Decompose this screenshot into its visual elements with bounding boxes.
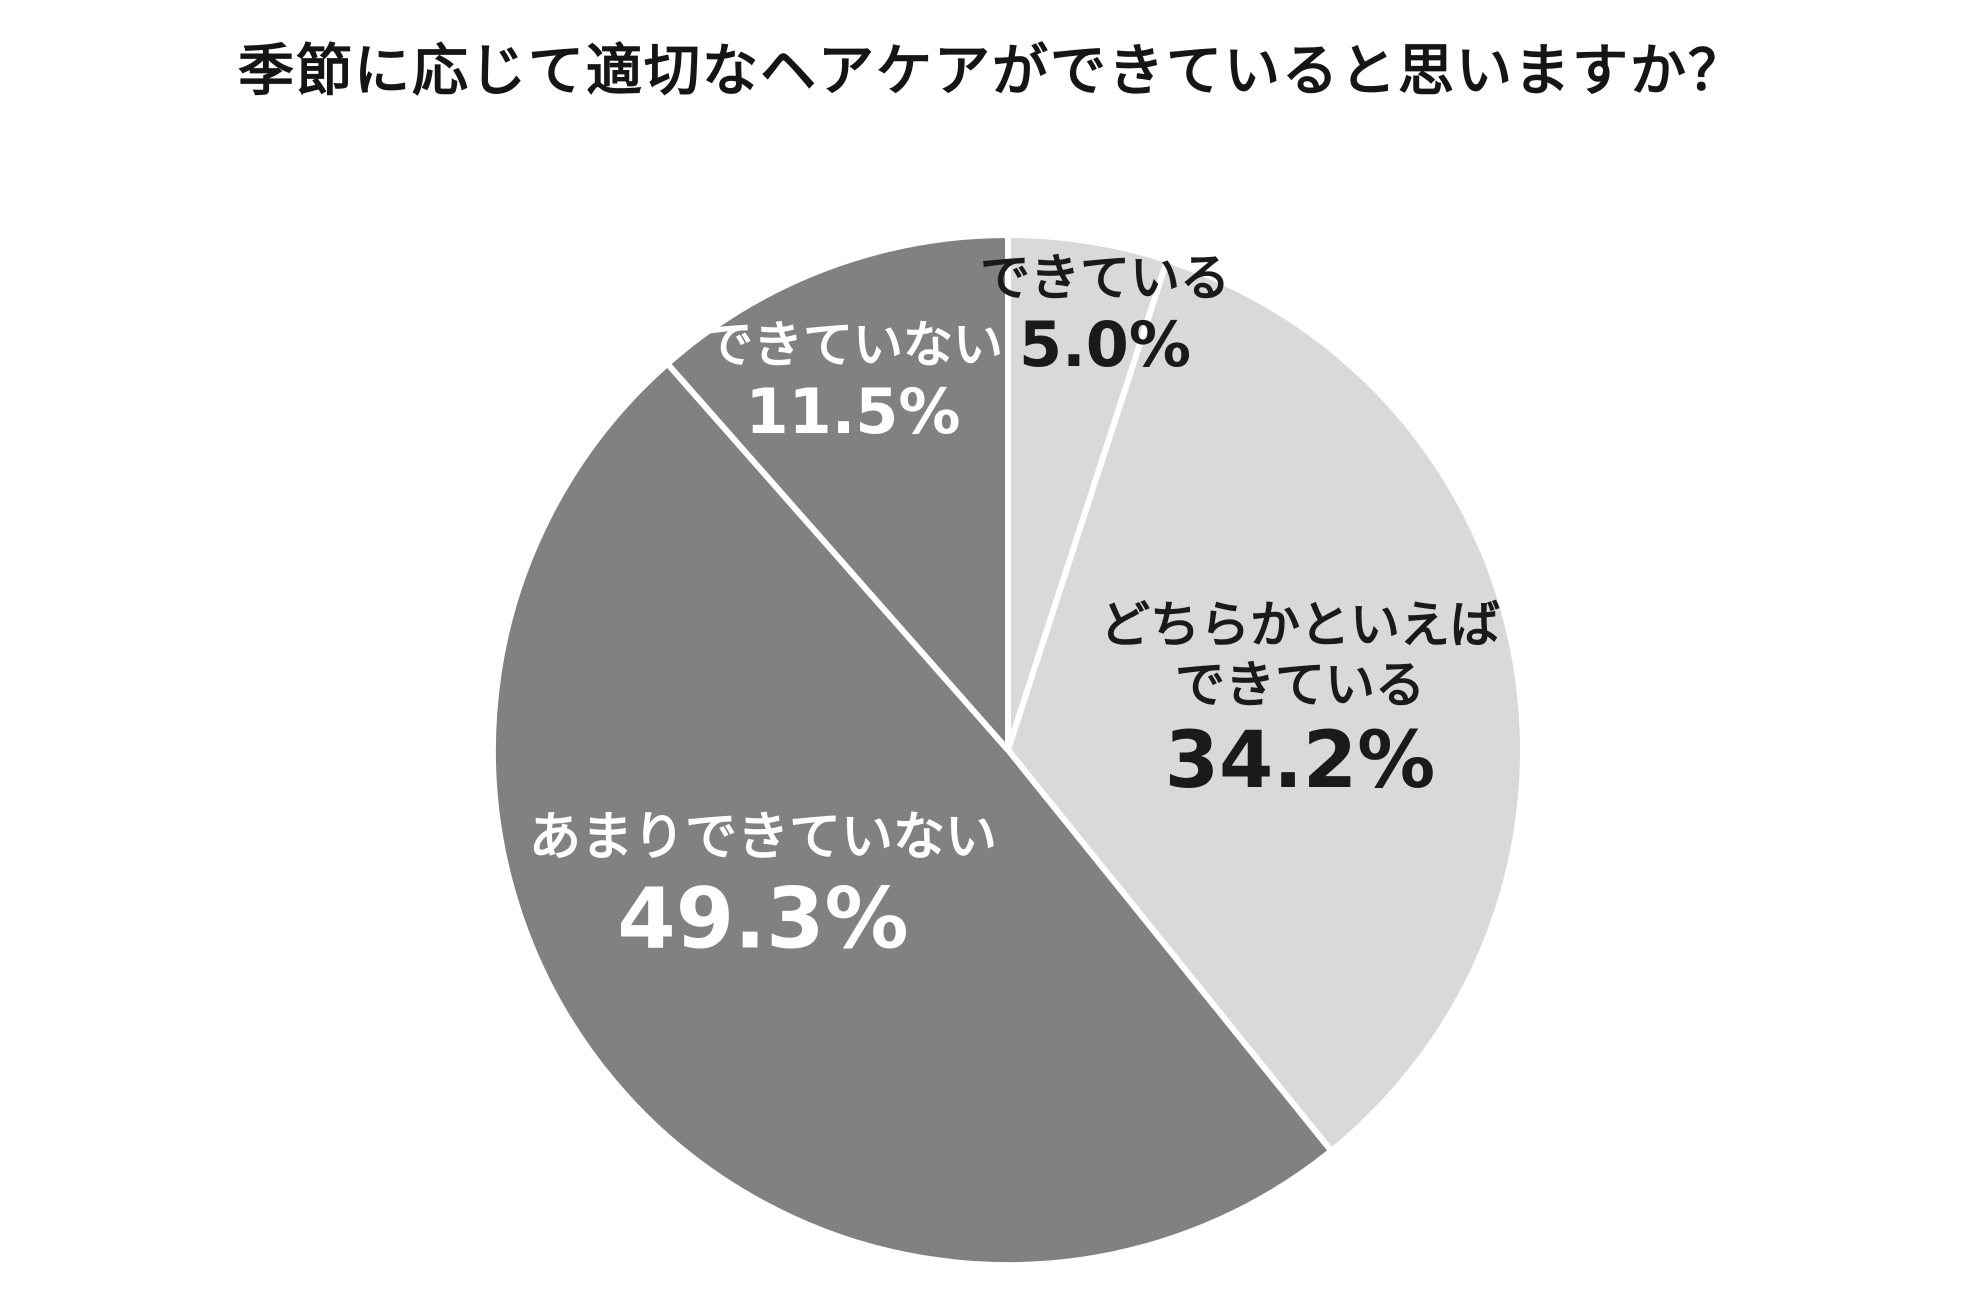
pie-slice-1: [1005, 257, 1526, 1154]
chart-title: 季節に応じて適切なヘアケアができていると思いますか？: [238, 39, 1746, 104]
pie-slice-3: [664, 232, 1011, 753]
pie-slice-2: [489, 360, 1335, 1269]
